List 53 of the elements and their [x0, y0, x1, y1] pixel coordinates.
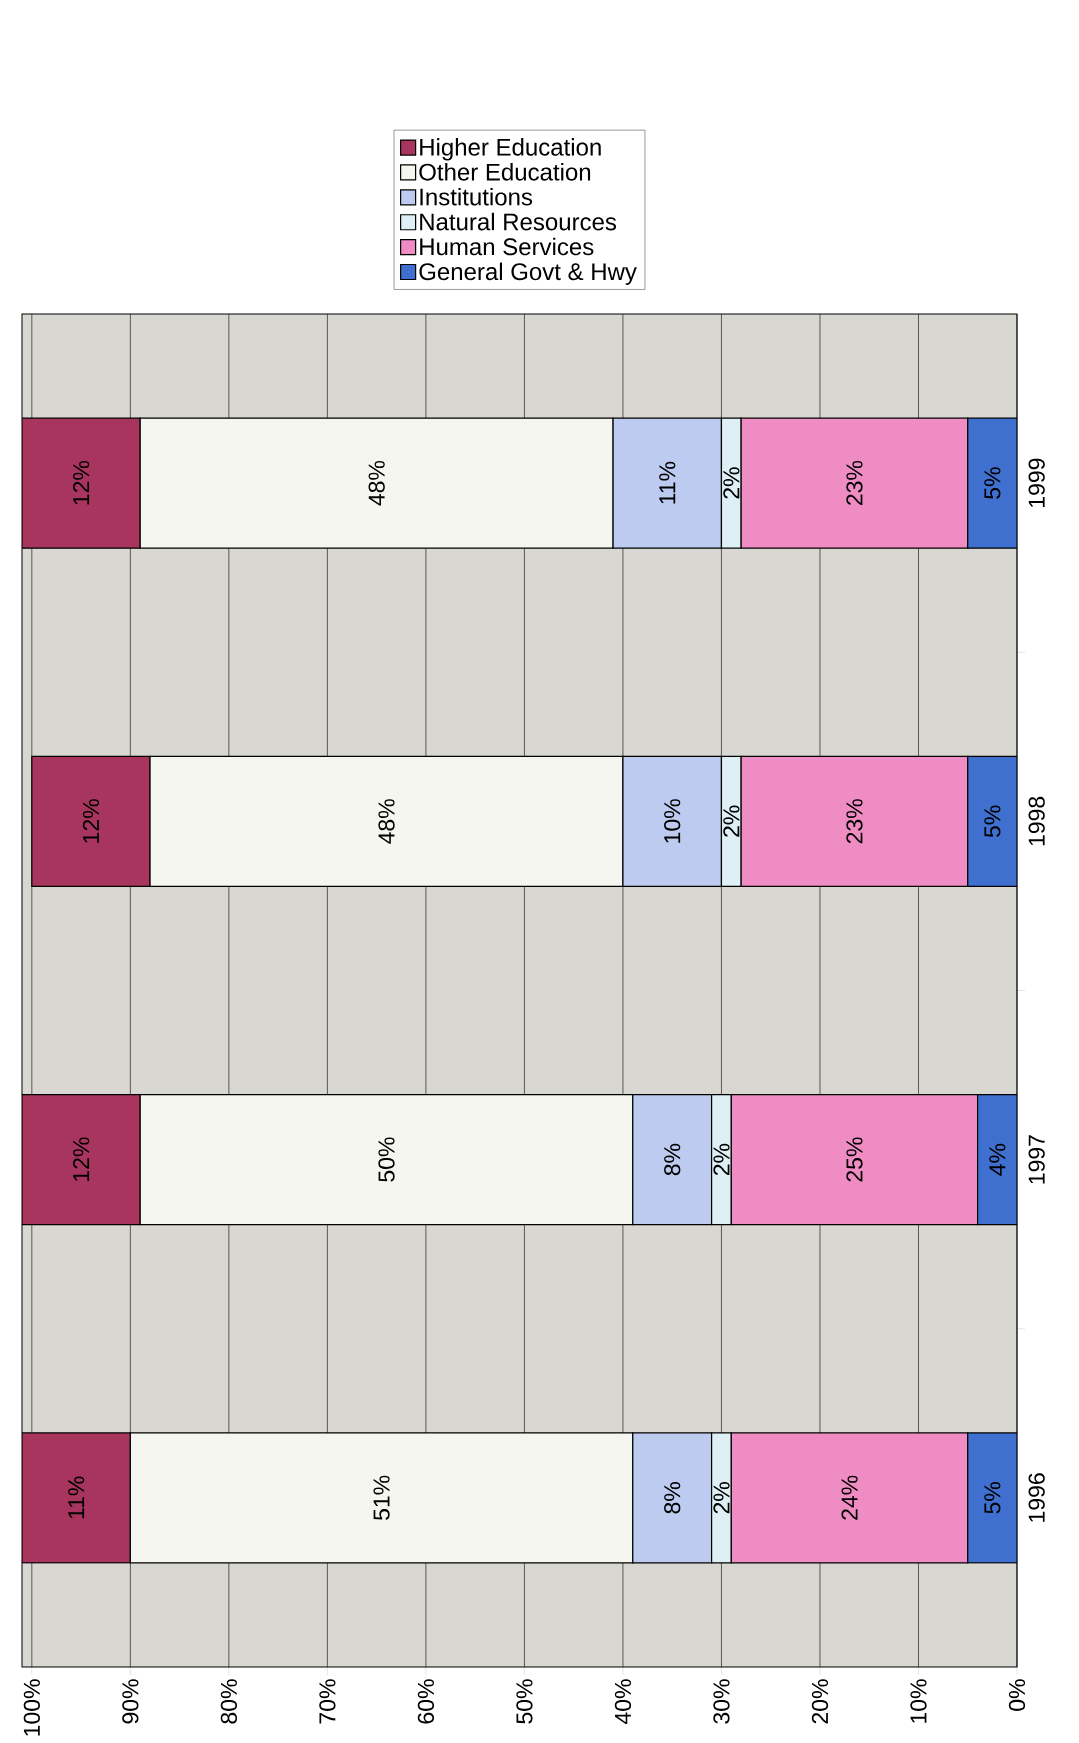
data-label: 8%: [664, 1143, 681, 1176]
bar: [21, 1094, 141, 1226]
data-label: 12%: [73, 460, 90, 505]
x-tick-label: 40%: [614, 1679, 632, 1725]
legend-label: General Govt & Hwy: [419, 262, 637, 285]
data-label: 12%: [73, 1137, 90, 1181]
bar: [21, 1432, 131, 1564]
legend-label: Natural Resources: [420, 212, 617, 231]
x-tick-label: 20%: [811, 1679, 829, 1724]
data-label: 4%: [989, 1143, 1006, 1176]
x-tick-label: 100%: [23, 1679, 40, 1736]
x-tick-label: 60%: [417, 1679, 435, 1724]
data-label: 48%: [368, 460, 385, 506]
data-label: 5%: [984, 805, 1001, 838]
x-tick-label: 10%: [910, 1679, 927, 1723]
data-label: 11%: [659, 461, 676, 504]
x-tick-label: 30%: [713, 1679, 730, 1724]
y-tick-label: 1999: [1028, 458, 1045, 507]
data-label: 5%: [984, 467, 1001, 499]
x-tick-label: 0%: [1008, 1679, 1026, 1711]
data-label: 48%: [378, 799, 395, 844]
data-label: 2%: [723, 805, 740, 837]
x-tick-label: 70%: [319, 1679, 336, 1724]
bar: [967, 1432, 1017, 1564]
data-label: 2%: [723, 467, 740, 499]
bar: [976, 1094, 1017, 1226]
bar: [967, 417, 1017, 549]
data-label: 23%: [846, 460, 863, 505]
legend-label: Other Education: [419, 163, 591, 181]
data-label: 24%: [841, 1475, 858, 1520]
x-tick-label: 90%: [122, 1679, 139, 1724]
y-tick-label: 1996: [1028, 1473, 1045, 1522]
data-label: 12%: [82, 799, 100, 843]
data-label: 8%: [664, 1482, 681, 1514]
bar: [967, 755, 1017, 887]
data-label: 2%: [713, 1143, 730, 1176]
data-label: 50%: [378, 1137, 395, 1182]
bar: [31, 755, 151, 887]
y-tick-label: 1998: [1028, 796, 1045, 846]
data-label: 11%: [68, 1476, 85, 1519]
bar: [21, 417, 141, 549]
data-label: 23%: [846, 799, 863, 844]
legend-label: Institutions: [420, 187, 533, 206]
x-tick-label: 50%: [516, 1679, 533, 1724]
legend-label: Human Services: [420, 237, 594, 256]
x-tick-label: 80%: [220, 1679, 238, 1724]
data-label: 2%: [713, 1482, 730, 1514]
data-label: 51%: [373, 1475, 390, 1520]
data-label: 5%: [984, 1482, 1001, 1514]
data-label: 25%: [846, 1137, 863, 1182]
data-label: 10%: [664, 799, 681, 843]
y-tick-label: 1997: [1028, 1135, 1045, 1184]
legend-label: Higher Education: [420, 138, 601, 161]
